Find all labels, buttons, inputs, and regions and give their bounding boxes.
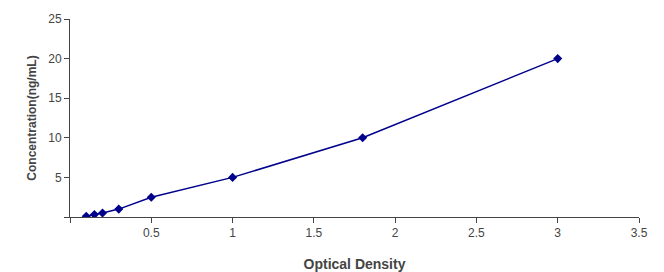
svg-text:Optical Density: Optical Density bbox=[304, 256, 406, 272]
svg-text:1.5: 1.5 bbox=[306, 226, 323, 240]
svg-text:10: 10 bbox=[48, 131, 62, 145]
svg-text:2.5: 2.5 bbox=[468, 226, 485, 240]
svg-text:25: 25 bbox=[48, 12, 62, 26]
svg-text:Concentration(ng/mL): Concentration(ng/mL) bbox=[25, 55, 39, 180]
svg-text:3: 3 bbox=[554, 226, 561, 240]
svg-text:3.5: 3.5 bbox=[631, 226, 648, 240]
svg-text:2: 2 bbox=[392, 226, 399, 240]
svg-text:5: 5 bbox=[55, 171, 62, 185]
svg-text:20: 20 bbox=[48, 52, 62, 66]
svg-text:0.5: 0.5 bbox=[143, 226, 160, 240]
svg-text:1: 1 bbox=[229, 226, 236, 240]
svg-text:15: 15 bbox=[48, 91, 62, 105]
